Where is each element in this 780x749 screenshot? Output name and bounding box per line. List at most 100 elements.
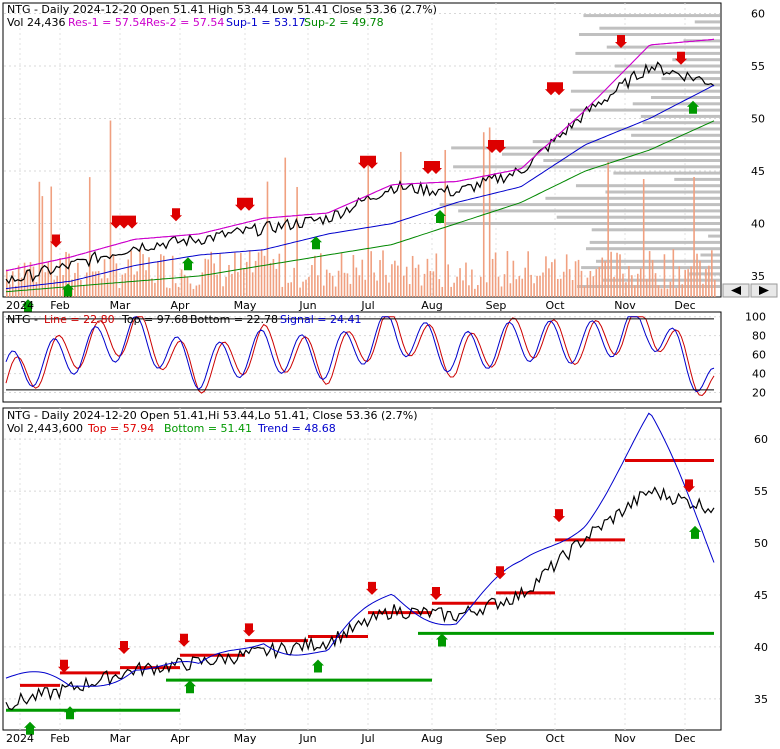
trend-series-close	[5, 486, 715, 711]
volume-bar	[216, 274, 218, 297]
volume-bar	[174, 283, 177, 297]
volume-bar	[317, 275, 319, 297]
volume-bar	[477, 285, 479, 297]
profile-bar	[661, 77, 720, 81]
stoch-ntg-label: NTG -	[7, 313, 38, 326]
y-tick-label: 45	[751, 165, 765, 178]
trend-volume-label: Vol 2,443,600	[7, 422, 83, 435]
stochastic-lines	[5, 316, 715, 397]
stoch-top-label: Top = 97.68	[121, 313, 188, 326]
volume-bar	[562, 271, 565, 297]
volume-bar	[160, 254, 162, 297]
volume-bar	[59, 258, 61, 297]
x-tick-label: Feb	[50, 299, 69, 312]
arrow-up-icon	[689, 525, 701, 539]
volume-bar	[284, 157, 287, 297]
volume-bar	[628, 266, 630, 297]
volume-bar	[462, 280, 464, 297]
volume-bar	[444, 149, 447, 297]
x-tick-label: Jun	[298, 732, 316, 745]
volume-bar	[308, 276, 310, 297]
volume-bar	[302, 281, 304, 297]
volume-bar	[112, 254, 115, 297]
sup1-label: Sup-1 = 53.17	[226, 16, 306, 29]
trend-header: NTG - Daily 2024-12-20 Open 51.41,Hi 53.…	[7, 409, 418, 422]
volume-bar	[536, 275, 538, 297]
volume-bar	[672, 249, 675, 297]
profile-bar	[642, 121, 720, 125]
x-tick-label: Oct	[545, 299, 565, 312]
arrow-down-icon	[553, 509, 565, 523]
profile-bar	[599, 26, 720, 30]
volume-bar	[266, 181, 269, 297]
trend-lines	[5, 412, 715, 711]
volume-bar	[56, 275, 58, 297]
volume-bar	[515, 279, 518, 297]
volume-bar	[551, 262, 553, 297]
profile-bar	[591, 228, 720, 232]
volume-bar	[441, 286, 444, 297]
volume-bar	[189, 283, 192, 297]
volume-bar	[663, 254, 666, 297]
volume-bar	[657, 285, 660, 297]
price-lines	[5, 38, 715, 293]
profile-bar	[623, 83, 720, 87]
volume-bar	[314, 255, 316, 297]
volume-bar	[311, 265, 313, 297]
profile-bar	[556, 215, 720, 219]
volume-bar	[8, 284, 11, 297]
volume-bar	[610, 251, 612, 297]
scroll-right-button[interactable]	[750, 283, 778, 298]
volume-bar	[391, 264, 393, 297]
x-tick-label: Oct	[545, 732, 565, 745]
volume-bar	[619, 254, 621, 297]
arrow-up-icon	[62, 283, 74, 297]
arrow-down-icon	[178, 633, 190, 647]
volume-bar	[592, 276, 595, 297]
volume-bar	[29, 262, 32, 297]
volume-bar	[183, 274, 186, 297]
profile-bar	[606, 45, 720, 49]
trend-signal-arrows	[24, 479, 701, 735]
y-tick-label: 50	[751, 113, 765, 126]
arrow-down-icon	[494, 566, 506, 580]
volume-bar	[399, 151, 402, 297]
arrow-up-icon	[182, 257, 194, 271]
volume-bar	[687, 269, 689, 297]
volume-bar	[177, 286, 180, 297]
volume-bar	[503, 274, 506, 297]
y-tick-label: 45	[754, 589, 768, 602]
profile-bar	[581, 266, 720, 270]
trend-grid	[4, 408, 720, 730]
volume-bar	[287, 282, 290, 297]
volume-bar	[219, 253, 221, 297]
volume-bar	[435, 253, 438, 297]
volume-bar	[678, 266, 681, 297]
profile-bar	[451, 146, 720, 150]
triangle-right-icon	[759, 286, 769, 295]
volume-bar	[41, 196, 44, 297]
volume-bar	[240, 253, 242, 297]
volume-bar	[518, 275, 521, 297]
scroll-left-button[interactable]	[722, 283, 750, 298]
x-tick-label: Sep	[486, 299, 507, 312]
profile-bar	[674, 177, 720, 181]
volume-bar	[142, 254, 144, 297]
volume-bar	[364, 279, 367, 297]
volume-bar	[512, 260, 515, 297]
series-line-sup-2	[5, 120, 715, 293]
trend-y-axis: 35 40 45 50 55 60	[754, 433, 768, 706]
volume-bar	[6, 269, 8, 297]
y-tick-label: 20	[752, 387, 766, 400]
y-tick-label: 40	[752, 368, 766, 381]
x-tick-label: 2024	[6, 732, 34, 745]
volume-bar	[281, 286, 284, 297]
stoch-line-line	[5, 316, 715, 397]
volume-bar	[62, 274, 64, 297]
volume-bar	[358, 275, 361, 297]
volume-bar	[198, 284, 201, 297]
volume-bar	[130, 250, 133, 297]
arrow-down-icon	[486, 140, 498, 153]
trend-bottom-label: Bottom = 51.41	[164, 422, 252, 435]
